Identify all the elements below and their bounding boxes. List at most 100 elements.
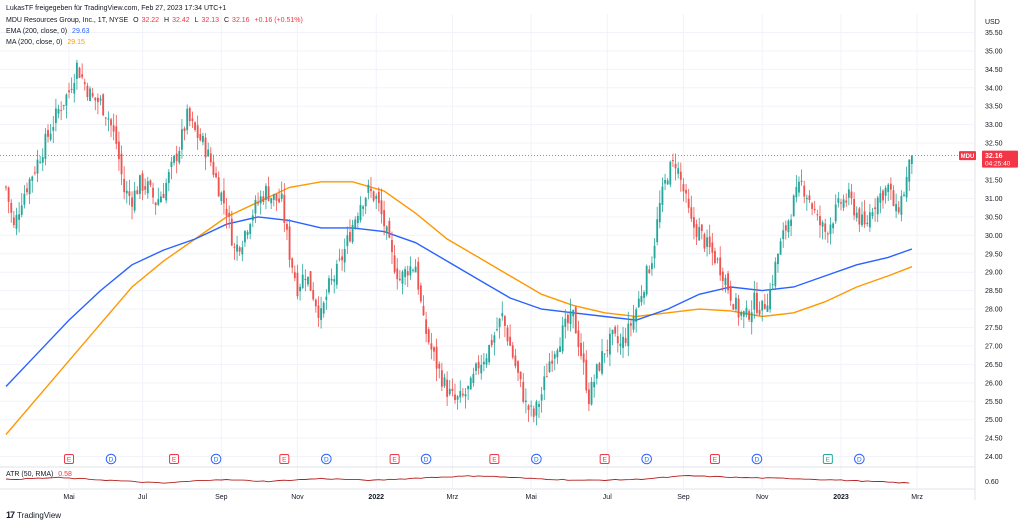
dividend-icon[interactable] [321,453,332,465]
candle-body [52,127,55,131]
dividend-icon[interactable] [105,453,117,465]
dividend-icon[interactable] [420,453,432,465]
y-tick-label: 33.00 [985,122,1003,129]
candle-body [89,88,91,102]
x-axis[interactable]: Mai Jul Sep Nov 2022 Mrz Mai Jul Sep Nov 2023 Mrz [0,488,975,501]
candle-body [254,199,257,214]
candle-body [341,256,344,261]
candle-body [745,307,748,316]
atr-legend[interactable]: ATR (50, RMA) 0.58 [6,471,75,478]
candle-body [343,248,346,263]
candle-body [509,336,512,346]
candle-body [31,176,34,181]
candle-body [427,329,430,343]
candle-body [779,241,782,255]
candle-body [81,74,84,78]
candle-body [401,271,404,284]
candle-body [798,181,800,193]
candle-body [265,185,267,200]
candle-body [26,188,28,193]
candle-body [530,405,533,407]
y-tick-label: 28.00 [985,307,1003,314]
candle-body [661,186,664,205]
candle-body [887,184,890,193]
dividend-icon[interactable] [641,453,652,465]
candle-body [170,161,173,168]
candle-body [624,338,627,343]
earnings-icon[interactable] [64,454,75,464]
candle-body [96,97,99,103]
candle-body [784,225,787,231]
dividend-icon[interactable] [751,453,763,465]
candle-body [393,255,396,273]
candle-body [766,305,769,312]
candle-body [577,330,580,348]
candle-body [908,159,911,182]
candle-body [882,190,884,201]
candle-body [790,219,793,226]
candle-body [777,253,779,265]
candle-body [903,194,905,197]
candle-body [183,128,186,132]
earnings-icon[interactable] [709,454,720,464]
low-label: L [194,17,199,24]
dividend-icon[interactable] [531,453,542,465]
candle-body [181,129,183,150]
candle-body [330,278,333,281]
candle-body [842,199,845,208]
dividend-icon[interactable] [210,453,222,465]
atr-legend-value: 0.58 [58,471,72,478]
candle-body [658,203,661,223]
candle-body [496,329,498,331]
tradingview-watermark[interactable]: 17 TradingView [6,510,61,520]
candle-body [417,261,420,290]
ma-legend[interactable]: MA (200, close, 0) 29.15 [6,39,88,46]
candle-body [561,325,564,352]
ema-legend[interactable]: EMA (200, close, 0) 29.63 [6,28,93,35]
earnings-icon[interactable] [599,454,610,464]
candle-body [871,212,874,217]
candle-body [582,353,585,363]
ma-line [5,181,913,435]
candle-body [619,343,622,347]
earnings-icon[interactable] [489,454,500,464]
y-tick-label: 29.00 [985,270,1003,277]
candle-body [532,408,535,417]
candle-body [548,361,551,373]
candle-body [128,191,131,196]
candle-body [144,186,147,190]
x-tick-label: Mrz [447,494,459,501]
candle-body [808,195,811,200]
candle-body [267,186,270,201]
candle-body [385,226,388,232]
ma-legend-value: 29.15 [67,39,85,46]
y-tick-label: 30.00 [985,233,1003,240]
earnings-icon[interactable] [822,454,833,464]
candle-body [44,133,47,159]
candle-body [837,198,840,203]
candle-body [889,183,892,190]
candle-body [724,277,727,286]
candle-body [501,313,504,317]
dividend-icon[interactable] [854,453,865,465]
candle-body [727,273,729,291]
earnings-icon[interactable] [279,454,290,464]
candle-body [36,159,39,174]
earnings-icon[interactable] [169,454,180,464]
candle-body [640,296,643,303]
candle-body [375,195,378,199]
candle-body [545,376,548,378]
candle-body [188,108,191,122]
candle-body [33,172,36,174]
candle-body [307,276,309,285]
candle-body [643,292,645,298]
candle-body [154,202,157,206]
candle-body [566,314,569,324]
x-tick-label: Nov [291,494,304,501]
candle-body [637,298,640,308]
earnings-icon[interactable] [389,454,400,464]
candle-body [679,171,682,180]
y-axis[interactable]: USD 35.50 35.00 34.50 34.00 33.50 33.00 32.50 32… [959,19,1018,461]
grid [0,0,976,500]
